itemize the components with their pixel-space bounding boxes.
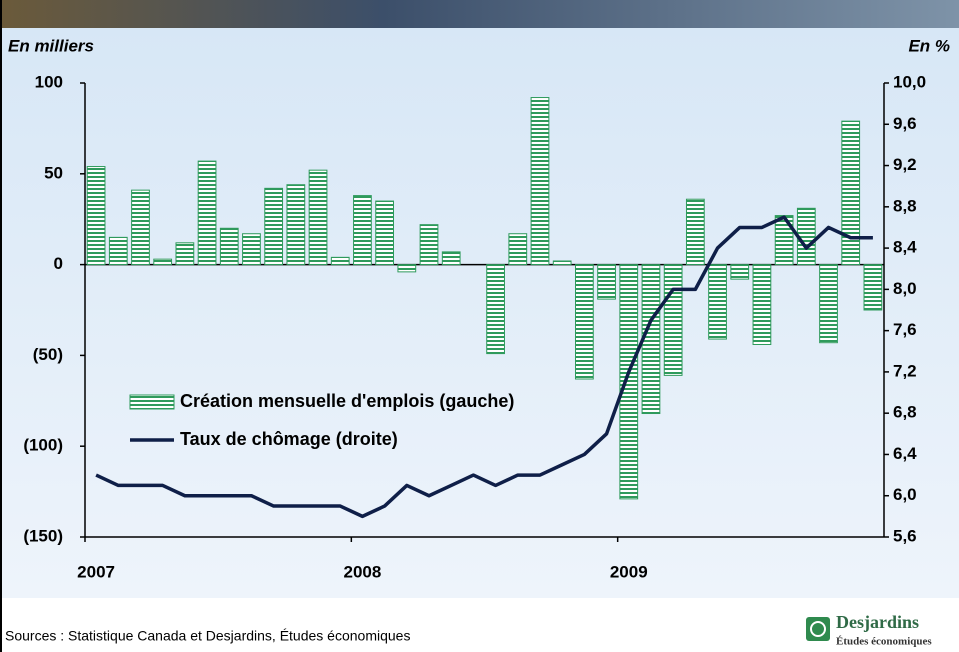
bar: [685, 198, 705, 266]
bar: [597, 264, 616, 300]
bar: [330, 256, 350, 266]
logo: Desjardins Études économiques: [806, 612, 932, 648]
y2-tick-label: 7,2: [893, 361, 917, 380]
bar: [752, 264, 772, 346]
bar: [175, 242, 195, 266]
y2-tick-label: 9,2: [893, 155, 917, 174]
bar: [574, 264, 594, 380]
bar: [730, 264, 750, 280]
y-axis-label: En milliers: [8, 36, 94, 55]
y2-tick-label: 5,6: [893, 526, 917, 545]
y2-tick-label: 9,6: [893, 114, 917, 133]
bar: [397, 264, 417, 273]
bar: [264, 187, 284, 266]
page-border: [0, 0, 2, 652]
bar: [619, 264, 639, 500]
bar: [86, 166, 106, 266]
legend-swatch: [129, 394, 175, 410]
y-tick-label: (100): [23, 436, 63, 455]
bar: [131, 189, 150, 266]
logo-icon-mark: [810, 621, 826, 637]
bar: [508, 233, 528, 266]
bar: [441, 251, 461, 266]
y2-tick-label: 7,6: [893, 320, 917, 339]
bar: [819, 264, 838, 344]
bar: [841, 120, 861, 266]
bar: [530, 97, 550, 266]
bar: [486, 264, 505, 355]
x-tick-label: 2009: [610, 562, 648, 581]
y2-axis-label: En %: [908, 36, 950, 55]
line: [95, 215, 873, 519]
bar: [708, 264, 727, 340]
header-banner: [0, 0, 959, 28]
y-tick-label: 50: [44, 163, 63, 182]
bar: [375, 200, 395, 266]
y2-tick-label: 6,4: [893, 444, 917, 463]
bar: [863, 264, 883, 311]
bar: [242, 233, 261, 266]
legend-label: Taux de chômage (droite): [180, 429, 398, 449]
y-tick-label: 0: [54, 254, 63, 273]
y2-tick-label: 8,4: [893, 238, 917, 257]
logo-name: Desjardins: [836, 612, 919, 632]
bar: [108, 236, 128, 266]
y-tick-label: (150): [23, 526, 63, 545]
bar: [419, 224, 439, 266]
bar: [552, 260, 572, 266]
y2-tick-label: 8,8: [893, 196, 917, 215]
chart-background: [0, 28, 959, 598]
bar: [153, 258, 173, 266]
y-tick-label: 100: [35, 72, 63, 91]
bar: [219, 227, 239, 266]
logo-subtitle: Études économiques: [836, 636, 932, 648]
bar: [353, 195, 372, 266]
y2-tick-label: 6,8: [893, 403, 917, 422]
source-note: Sources : Statistique Canada et Desjardi…: [5, 628, 410, 644]
bar: [286, 184, 306, 266]
y2-tick-label: 8,0: [893, 279, 917, 298]
bar: [308, 169, 328, 266]
x-tick-label: 2007: [77, 562, 115, 581]
y-tick-label: (50): [33, 345, 63, 364]
x-tick-label: 2008: [344, 562, 382, 581]
y2-tick-label: 6,0: [893, 485, 917, 504]
y2-tick-label: 10,0: [893, 72, 926, 91]
logo-icon: [806, 617, 830, 641]
legend-label: Création mensuelle d'emplois (gauche): [180, 391, 514, 411]
bar: [663, 264, 683, 376]
bar: [197, 160, 217, 266]
